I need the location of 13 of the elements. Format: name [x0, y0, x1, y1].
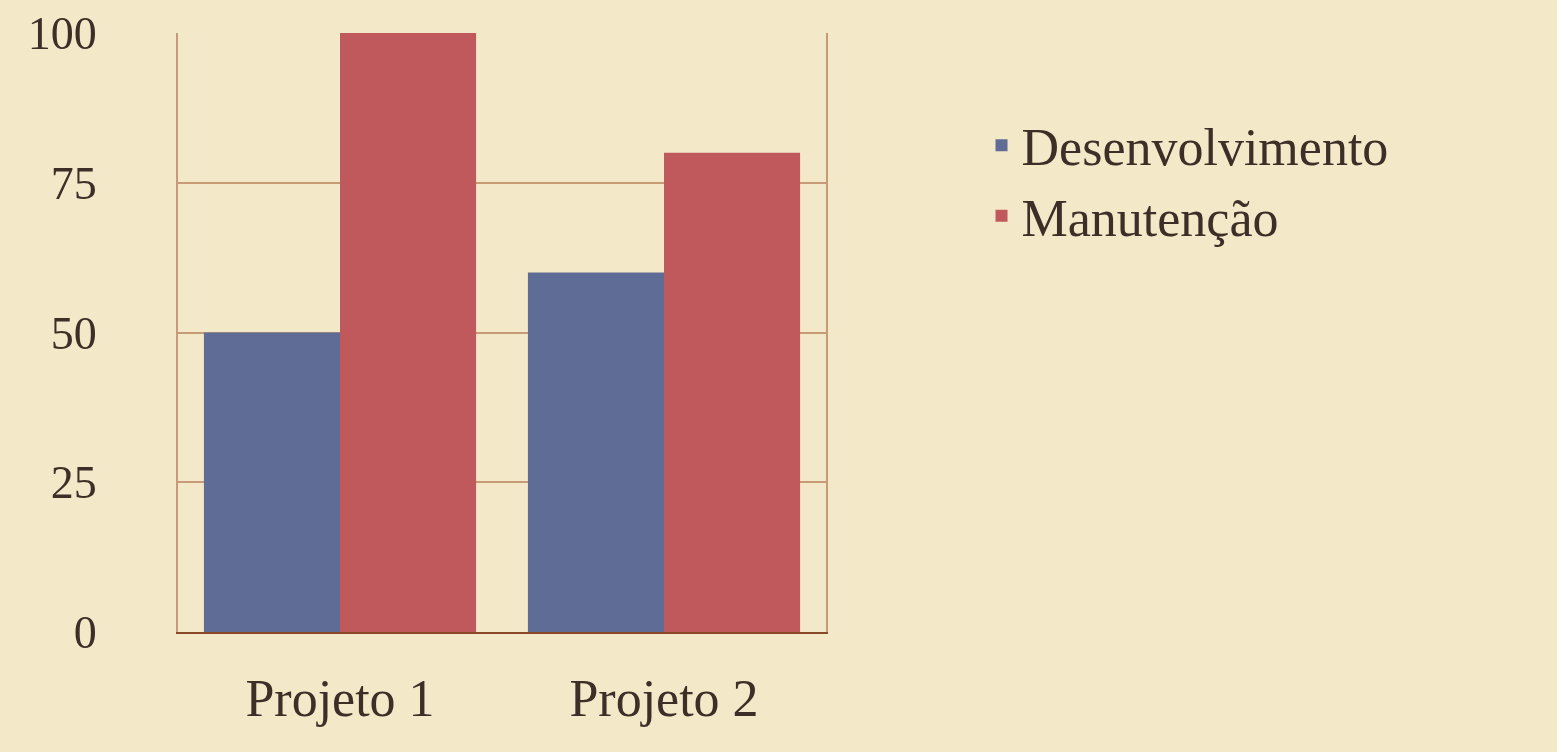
- legend-label: Desenvolvimento: [1021, 119, 1389, 177]
- y-tick-label: 50: [50, 307, 97, 359]
- y-tick-label: 75: [50, 157, 97, 209]
- x-tick-label: Projeto 2: [569, 670, 759, 728]
- legend-label: Manutenção: [1021, 190, 1279, 248]
- y-tick-label: 25: [50, 457, 97, 509]
- bar: [340, 33, 477, 632]
- bar: [527, 272, 664, 632]
- y-tick-label: 0: [73, 607, 97, 659]
- y-tick-label: 100: [27, 8, 97, 60]
- bar: [664, 152, 801, 632]
- x-tick-label: Projeto 1: [245, 670, 435, 728]
- bar: [203, 332, 340, 632]
